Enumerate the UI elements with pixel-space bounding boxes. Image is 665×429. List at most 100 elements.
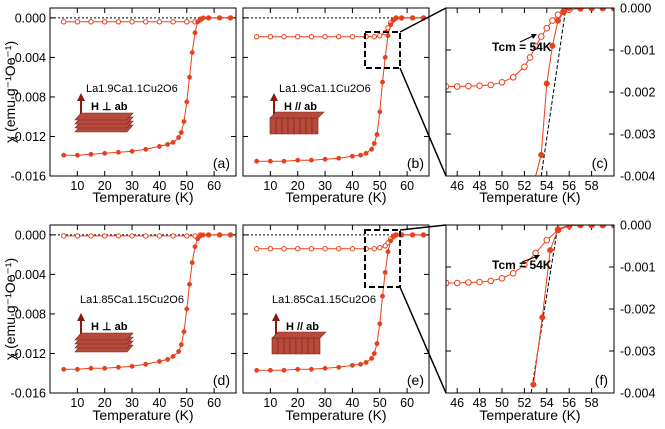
zoom-connector-top-lower [399,224,447,231]
data-point-e-fc [371,246,377,252]
data-point-e-zfc [358,361,364,367]
data-point-a-fc [143,19,149,25]
y-tick-label-a: -0.008 [11,90,46,104]
x-tick-label-e: 20 [291,396,305,410]
layer-stack-icon-d [74,332,134,353]
x-tick-label-b: 50 [373,179,387,193]
data-point-e-zfc [281,367,287,373]
data-point-d-fc [88,233,94,239]
x-tick-label-a: 30 [125,179,139,193]
data-point-c-fc [487,81,495,89]
x-axis-label-d: Temperature (K) [92,407,193,423]
panel-label-e: (e) [407,372,424,388]
x-tick-label-c: 58 [585,179,599,193]
tc-annotation-c: Tcm = 54K [492,40,552,54]
data-point-d-zfc [206,232,212,238]
y-tick-label-d: 0.000 [15,228,46,242]
data-point-a-zfc [184,99,190,105]
data-point-c-zfc [554,17,562,24]
x-tick-label-b: 60 [400,179,414,193]
data-point-d-fc [61,233,67,239]
compound-label-b: La1.9Ca1.1Cu2O6 [279,83,371,95]
data-point-b-zfc [374,132,380,137]
y-tick-label-f: 0.000 [620,219,651,233]
x-tick-label-c: 48 [473,179,487,193]
data-point-b-fc [349,34,356,40]
data-point-b-zfc [393,15,399,21]
data-point-d-zfc [217,232,223,238]
zoom-box-b [364,31,401,69]
x-tick-label-b: 30 [318,179,332,193]
data-point-a-fc [74,19,81,25]
data-point-f-zfc [554,226,562,233]
data-point-d-fc [143,233,149,239]
data-point-f-fc [509,270,517,277]
data-point-a-fc [156,19,163,25]
data-point-b-zfc [377,109,383,115]
y-tick-label-c: 0.000 [620,2,651,16]
panel-a-ticks: 10 20 30 40 50 60 0.000 -0.004 -0.008 -0.012 -0.01… [11,8,236,193]
panel-d-ticks: 10 20 30 40 50 60 0.000 -0.004 -0.008 -0.012 -0.01… [11,225,236,410]
data-point-d-zfc [61,366,67,372]
data-point-a-zfc [143,146,149,152]
data-point-c-fc [465,82,472,90]
panel-label-f: (f) [595,372,608,388]
data-point-e-fc [322,246,328,252]
y-tick-label-d: -0.016 [11,387,46,401]
data-point-d-fc [115,233,122,239]
data-point-b-zfc [308,157,314,163]
data-point-a-zfc [178,130,184,135]
data-point-d-zfc [187,281,192,287]
field-label-a: H ⊥ ab [91,101,128,113]
panel-a: 10 20 30 40 50 60 0.000 -0.004 -0.008 -0.012 -0.01… [11,7,237,205]
data-point-f-fc [465,279,472,286]
y-tick-label-d: -0.012 [11,347,46,361]
data-point-c-zfc [543,80,550,87]
tc-arrowhead-c [531,34,537,39]
compound-label-d: La1.85Ca1.15Cu2O6 [80,294,184,306]
x-tick-label-a: 20 [98,179,112,193]
data-point-b-fc [322,34,328,40]
series-line-b-fc [256,17,424,38]
data-point-a-zfc [181,119,187,125]
data-point-f-fc [487,277,495,285]
data-point-a-zfc [189,50,195,55]
tc-arrowhead-f [534,255,540,260]
data-point-c-fc [509,74,517,81]
panel-f-frame [445,224,615,394]
data-point-d-zfc [74,366,80,372]
y-axis-label-top: χ (emu g⁻¹Oe⁻¹) [2,41,18,143]
data-point-f-fc [498,275,506,282]
data-point-c-zfc [588,8,595,12]
panel-d: 10 20 30 40 50 60 0.000 -0.004 -0.008 -0.012 -0.01… [11,224,237,423]
panel-d-frame [49,224,237,394]
data-point-a-zfc [156,143,162,149]
x-tick-label-d: 50 [180,396,194,410]
data-point-e-zfc [371,351,377,356]
panel-b-frame [242,7,430,177]
x-tick-label-a: 10 [70,179,84,193]
tangent-line-f [530,225,559,393]
x-tick-label-f: 56 [562,396,576,410]
data-point-a-fc [184,19,190,25]
data-point-c-fc [521,63,528,71]
data-point-a-zfc [192,30,198,36]
tc-annotation-f: Tcm = 54K [492,258,552,272]
data-point-e-fc [336,246,342,252]
data-point-c-zfc [549,42,556,49]
zoom-connector-bottom-lower [399,286,447,394]
data-point-a-zfc [129,148,135,154]
x-axis-label-c: Temperature (K) [479,189,580,205]
data-point-b-zfc [410,15,416,21]
data-point-f-zfc [610,225,614,229]
data-point-e-zfc [349,362,355,368]
data-point-d-zfc [102,365,108,371]
data-point-a-zfc [165,141,171,147]
data-point-e-zfc [267,367,273,373]
data-point-d-zfc [200,232,206,238]
data-point-b-zfc [363,150,369,156]
field-diagram-b: H // ab [269,93,325,135]
data-point-f-zfc [588,225,595,229]
panel-label-d: (d) [213,372,230,388]
panel-label-b: (b) [407,155,424,171]
